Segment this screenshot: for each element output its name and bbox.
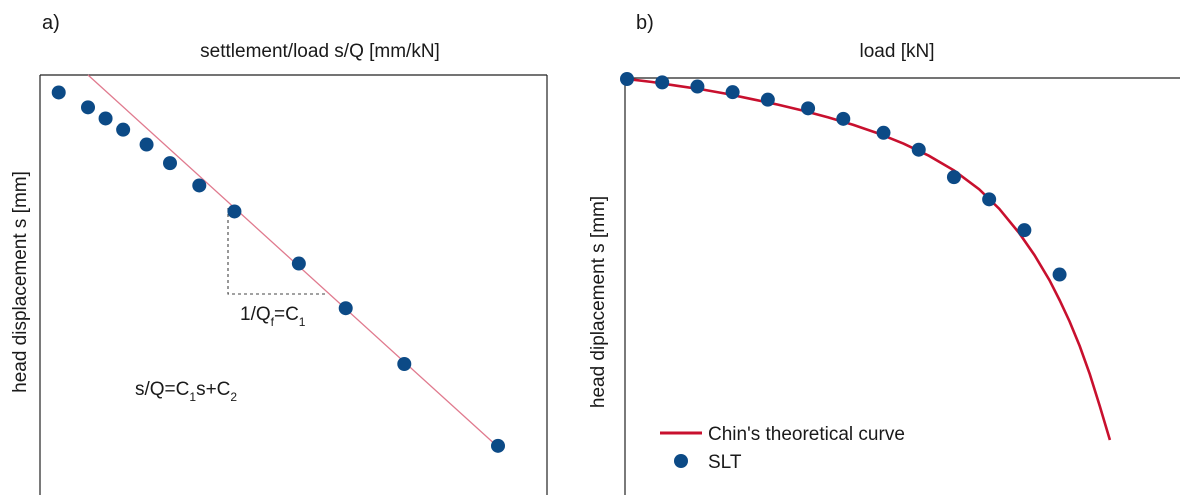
panel-a-point — [139, 137, 154, 152]
panel-a-y-axis-title: head displacement s [mm] — [10, 171, 31, 393]
panel-b-label: b) — [636, 12, 654, 34]
equation-sub-2: 2 — [230, 390, 237, 404]
panel-b-marks — [620, 72, 1112, 441]
slope-annotation-sub-f: f — [271, 315, 275, 329]
panel-a-point — [98, 111, 113, 126]
panel-a-point — [116, 122, 131, 137]
panel-a-point — [338, 301, 353, 316]
panel-a-point — [491, 438, 505, 453]
slt-point — [760, 92, 775, 107]
slt-point — [836, 111, 851, 126]
equation-part-a: s/Q=C — [135, 379, 189, 400]
legend: Chin's theoretical curve SLT — [660, 424, 905, 473]
slt-point — [801, 101, 816, 116]
panel-a-point — [51, 85, 66, 100]
legend-dot-swatch — [674, 454, 688, 468]
equation-part-b: s+C — [196, 379, 230, 400]
slope-annotation-mid: =C — [274, 304, 299, 325]
panel-a-label: a) — [42, 12, 60, 34]
slt-point — [946, 170, 961, 185]
panel-a-point — [192, 178, 207, 193]
legend-label-chin: Chin's theoretical curve — [708, 424, 905, 445]
panel-a-point — [227, 204, 242, 219]
slt-point — [911, 142, 926, 157]
equation-sub-1: 1 — [189, 390, 196, 404]
equation-annotation: s/Q=C1s+C2 — [135, 379, 237, 404]
panel-a-point — [163, 156, 177, 171]
legend-label-slt: SLT — [708, 452, 742, 473]
slt-point — [655, 75, 670, 90]
panel-b-y-axis-title: head diplacement s [mm] — [588, 196, 609, 408]
slt-point — [982, 192, 997, 207]
slt-point — [876, 125, 891, 140]
slt-point — [690, 79, 705, 94]
slope-annotation-sub-1: 1 — [299, 315, 306, 329]
slt-point — [725, 85, 740, 100]
slt-point — [1052, 267, 1067, 282]
slope-annotation-main: 1/Q — [240, 304, 271, 325]
panel-a-point — [397, 357, 412, 371]
slt-point — [620, 72, 634, 86]
slope-triangle — [227, 208, 326, 295]
slope-annotation: 1/Qf=C1 — [240, 304, 306, 329]
panel-b-x-axis-title: load [kN] — [860, 41, 935, 62]
panel-a-point — [291, 256, 306, 271]
panel-a-x-axis-title: settlement/load s/Q [mm/kN] — [200, 41, 440, 62]
panel-b: b) load [kN] head diplacement s [mm] Chi… — [588, 12, 1180, 495]
slt-point — [1017, 223, 1032, 238]
panel-a-point — [81, 100, 95, 115]
chin-theoretical-curve — [626, 77, 1112, 441]
panel-a: a) settlement/load s/Q [mm/kN] head disp… — [10, 12, 548, 495]
panel-a-marks — [51, 74, 505, 453]
